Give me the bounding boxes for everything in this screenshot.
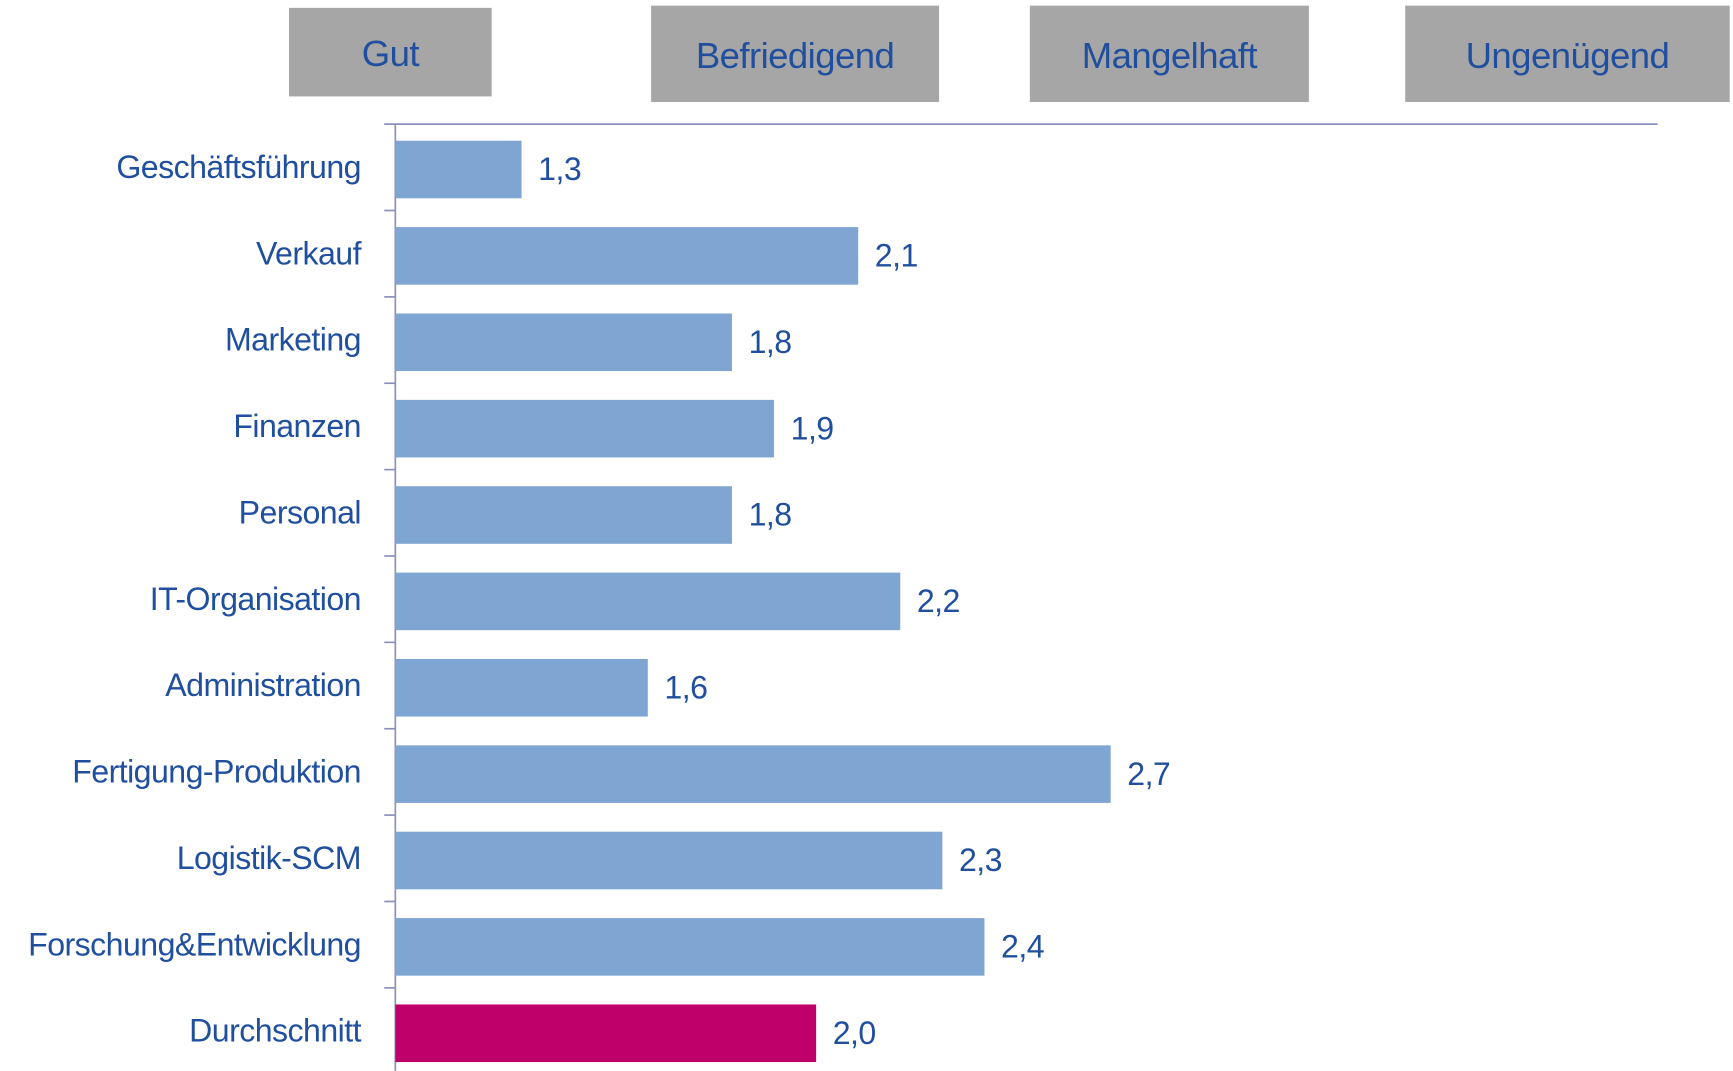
bar	[395, 313, 732, 372]
category-label: Geschäftsführung	[116, 149, 361, 185]
bar	[395, 486, 732, 544]
value-label: 2,7	[1127, 756, 1170, 792]
value-label: 2,4	[1001, 929, 1044, 965]
category-label: Logistik-SCM	[177, 840, 361, 876]
category-label: Forschung&Entwicklung	[28, 926, 361, 962]
grade-label: Ungenügend	[1466, 35, 1670, 76]
bar	[395, 572, 901, 631]
value-label: 1,8	[749, 324, 792, 360]
category-label: IT-Organisation	[150, 581, 361, 617]
grade-box	[1405, 5, 1730, 102]
bar	[395, 140, 522, 199]
category-label: Fertigung-Produktion	[72, 754, 361, 790]
bar	[395, 831, 943, 890]
category-label: Verkauf	[256, 235, 362, 271]
value-label: 2,1	[875, 238, 918, 274]
bar	[395, 227, 859, 285]
grade-label: Mangelhaft	[1082, 35, 1258, 76]
bar	[395, 918, 985, 976]
grade-label: Gut	[362, 33, 420, 74]
bar	[395, 399, 775, 458]
grade-box	[289, 7, 492, 97]
category-label: Administration	[165, 667, 361, 703]
value-label: 1,6	[664, 669, 707, 705]
value-label: 2,0	[833, 1015, 876, 1051]
category-label: Finanzen	[233, 408, 361, 444]
grade-label: Befriedigend	[696, 35, 895, 76]
category-label: Durchschnitt	[189, 1013, 361, 1049]
category-label: Personal	[239, 494, 361, 530]
value-label: 2,3	[959, 842, 1002, 878]
grade-box	[1029, 5, 1309, 102]
grade-box	[651, 5, 940, 102]
value-label: 1,9	[791, 410, 834, 446]
category-label: Marketing	[225, 322, 361, 358]
bar	[395, 1004, 817, 1063]
bar	[395, 658, 648, 717]
value-label: 1,8	[749, 497, 792, 533]
value-label: 2,2	[917, 583, 960, 619]
value-label: 1,3	[538, 151, 581, 187]
bar	[395, 745, 1111, 803]
